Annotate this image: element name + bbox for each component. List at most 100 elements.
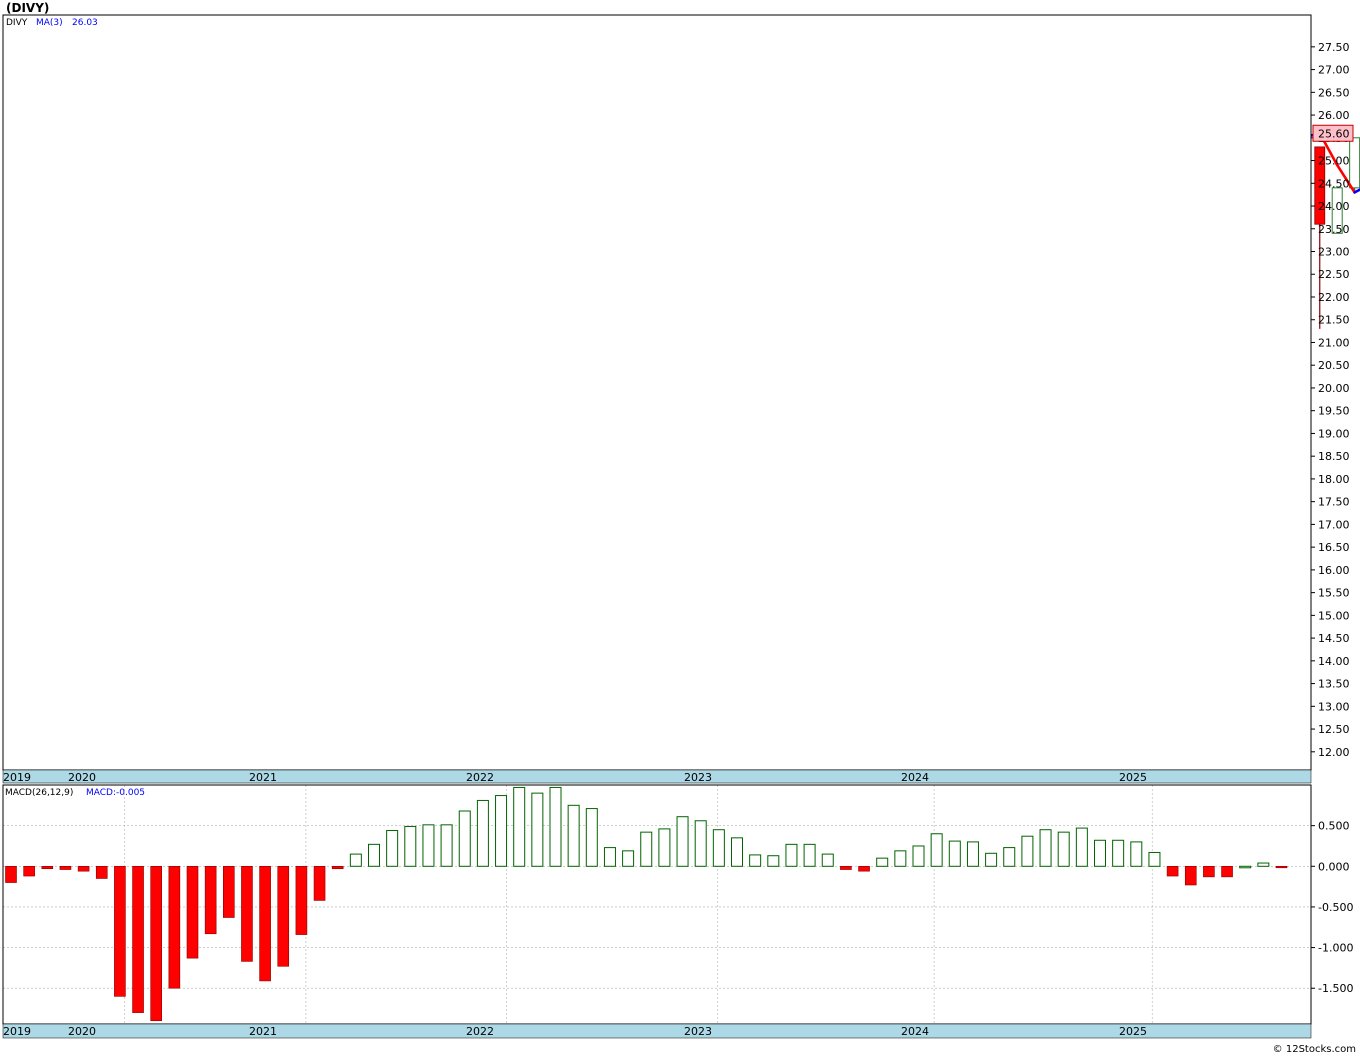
macd-year-label: 2021 [249,1025,277,1038]
macd-bar-positive [476,799,489,867]
macd-bar-positive [368,843,380,867]
macd-bar-positive [531,792,544,867]
macd-layer [5,786,1288,1022]
price-tick-label: 14.50 [1318,632,1350,645]
macd-bar-positive [894,850,907,867]
price-tick-label: 17.00 [1318,518,1350,531]
macd-bar-positive [1257,862,1270,867]
macd-bar-negative [59,865,72,870]
last-price-label: 25.60 [1318,127,1350,140]
macd-bar-positive [966,841,979,867]
macd-bar-positive [1075,827,1088,867]
macd-bar-negative [1203,865,1215,878]
macd-bar-negative [858,865,870,872]
macd-bar-positive [386,830,399,867]
ma-segment [1353,188,1360,194]
ma-label: MA(3) [36,18,63,28]
price-tick-label: 26.50 [1318,86,1350,99]
macd-bar-positive [603,847,616,867]
macd-bar-positive [876,857,889,867]
macd-bar-positive [549,786,562,867]
macd-bar-negative [313,865,326,901]
candle-body-down [1314,146,1326,225]
price-tick-label: 21.50 [1318,314,1350,327]
macd-bar-positive [622,850,635,867]
macd-tick-label: 0.500 [1318,820,1350,833]
macd-year-label: 2023 [684,1025,712,1038]
macd-bar-negative [95,865,108,879]
price-year-label: 2020 [68,771,96,784]
frame-layer: 12.00 12.50 13.00 13.50 14.00 14.50 15.00 15.50… [2,14,1354,1039]
macd-bar-negative [150,865,162,1022]
macd-bar-negative [186,865,199,959]
macd-bar-negative [41,865,54,870]
macd-bar-positive [585,808,598,867]
macd-tick-label: -1.000 [1318,942,1353,955]
price-tick-label: 15.50 [1318,587,1350,600]
macd-bar-negative [204,865,217,935]
price-tick-label: 24.50 [1318,177,1350,190]
macd-bar-positive [1239,865,1252,869]
macd-bar-negative [77,865,90,872]
price-year-label: 2019 [3,771,31,784]
macd-bar-positive [1003,847,1016,867]
macd-bar-positive [349,853,362,867]
macd-bar-negative [1184,865,1197,886]
macd-bar-positive [676,816,689,867]
macd-tick-label: 0.000 [1318,860,1350,873]
macd-year-label: 2025 [1119,1025,1147,1038]
macd-bar-positive [1094,839,1106,867]
price-year-label: 2024 [901,771,929,784]
price-tick-label: 16.50 [1318,541,1350,554]
price-tick-label: 23.00 [1318,246,1350,259]
price-tick-label: 18.50 [1318,450,1350,463]
price-tick-label: 15.00 [1318,609,1350,622]
macd-year-label: 2019 [3,1025,31,1038]
price-tick-label: 27.50 [1318,41,1350,54]
macd-bar-positive [1112,839,1125,867]
candle-body-up [1331,187,1343,234]
price-tick-label: 19.50 [1318,405,1350,418]
macd-bar-negative [241,865,253,962]
macd-bar-positive [458,810,471,867]
price-tick-label: 24.00 [1318,200,1350,213]
macd-bar-negative [1275,865,1288,869]
macd-bar-positive [1130,841,1143,867]
macd-bar-negative [114,865,126,997]
candle-body-up [1349,137,1360,189]
macd-tick-label: -0.500 [1318,901,1353,914]
macd-bar-positive [821,853,834,867]
macd-bar-positive [422,824,435,867]
macd-bar-positive [1039,829,1052,867]
macd-bar-negative [132,865,144,1013]
macd-bar-positive [731,837,743,867]
price-date-band [2,769,1312,784]
price-tick-label: 12.00 [1318,746,1350,759]
macd-bar-positive [640,831,653,867]
price-tick-label: 23.50 [1318,223,1350,236]
macd-date-band [2,1023,1312,1039]
symbol-label: DIVY [6,18,28,28]
price-plot-frame [2,14,1312,771]
macd-bar-negative [331,865,344,870]
macd-bar-positive [767,855,780,867]
macd-bar-positive [930,833,943,867]
price-tick-label: 13.50 [1318,678,1350,691]
macd-year-label: 2020 [68,1025,96,1038]
watermark: © 12Stocks.com [1273,1044,1356,1055]
price-year-label: 2021 [249,771,277,784]
price-tick-label: 13.00 [1318,700,1350,713]
macd-bar-negative [1221,865,1233,878]
label-layer: (DIVY) DIVY MA(3) 26.03 MACD(26,12,9) MA… [5,1,1356,1055]
last-price-box [1312,124,1354,142]
macd-bar-positive [1148,851,1161,867]
macd-bar-negative [1166,865,1179,877]
macd-bar-negative [295,865,308,935]
price-tick-label: 12.50 [1318,723,1350,736]
macd-bar-negative [277,865,290,967]
macd-bar-positive [749,854,762,867]
macd-bar-negative [223,865,235,918]
price-tick-label: 20.50 [1318,359,1350,372]
macd-bar-negative [840,865,852,870]
